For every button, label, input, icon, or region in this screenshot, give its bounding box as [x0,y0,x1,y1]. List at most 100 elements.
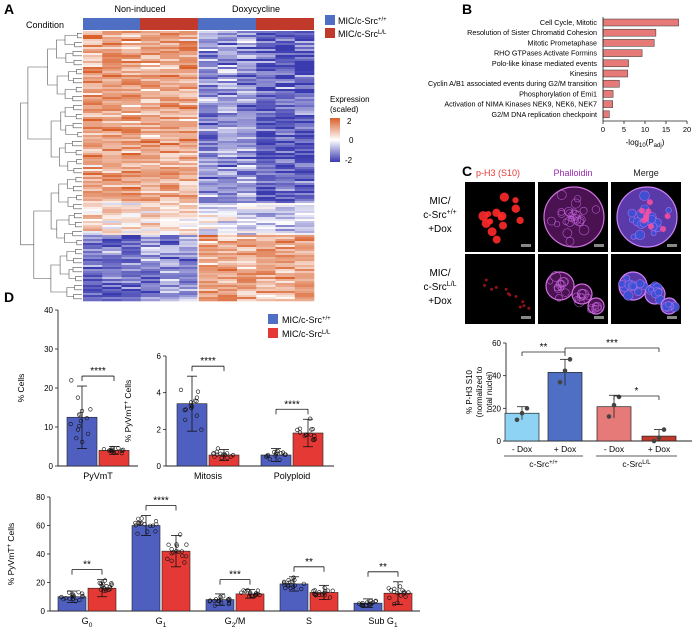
heatmap-cell [294,155,315,158]
heatmap-cell [102,243,122,246]
cell-outline [576,218,584,226]
heatmap-cell [217,37,238,40]
heatmap-cell [102,69,122,72]
cell-outline [570,198,581,209]
heatmap-cell [294,63,315,66]
heatmap-cell [121,119,142,122]
heatmap-cell [217,155,238,158]
heatmap-cell [121,293,142,296]
x-label-part: ) [662,138,665,147]
heatmap-cell [198,227,219,230]
heatmap-cell [275,71,296,74]
heatmap-cell [102,219,122,222]
heatmap-cell [102,153,122,156]
heatmap-cell [121,217,142,220]
heatmap-cell [121,53,142,56]
heatmap-cell [140,87,161,90]
heatmap-cell [198,143,219,146]
heatmap-cell [237,201,257,204]
heatmap-cell [102,227,122,230]
heatmap-cell [83,225,103,228]
heatmap-cell [83,121,103,124]
dendrogram-branch [76,69,82,75]
heatmap-cell [217,159,238,162]
heatmap-cell [140,223,161,226]
data-point [195,389,201,394]
y-label-part: % Cells [16,374,26,403]
heatmap-cell [237,115,257,118]
heatmap-cell [160,183,180,186]
heatmap-cell [217,167,238,170]
data-point [136,520,141,525]
heatmap-cell [102,187,122,190]
heatmap-cell [102,109,122,112]
heatmap-cell [217,275,238,278]
dendrogram-branch [72,141,82,147]
heatmap-cell [140,35,161,38]
dendrogram-branch [72,231,82,237]
heatmap-cell [237,103,257,106]
heatmap-cell [256,47,276,50]
heatmap-cell [275,173,296,176]
heatmap-cell [294,71,315,74]
y-tick-label: 20 [36,579,45,588]
heatmap-cell [256,227,276,230]
x-tick-label: 0 [601,125,605,134]
data-point [109,581,114,586]
cell-outline [572,292,581,301]
heatmap-cell [294,41,315,44]
cell-outline [565,237,575,246]
heatmap-cell [198,275,219,278]
heatmap-cell [160,121,180,124]
heatmap-cell [102,235,122,238]
heatmap-cell [256,183,276,186]
heatmap-cell [256,199,276,202]
heatmap-cell [83,79,103,82]
heatmap-cell [237,61,257,64]
heatmap-cell [217,183,238,186]
heatmap-cell [237,131,257,134]
heatmap-cell [179,127,199,130]
microscopy-grid: p-H3 (S10) Phalloidin MergeMIC/c-Src+/++Do… [423,168,681,324]
heatmap-cell [294,251,315,254]
dendrogram-branch [72,123,82,129]
heatmap-cell [256,211,276,214]
heatmap-cell [217,227,238,230]
heatmap-cell [256,163,276,166]
heatmap-cell [217,147,238,150]
heatmap-cell [198,193,219,196]
heatmap-cell [102,59,122,62]
heatmap-cell [121,33,142,36]
heatmap-cell [140,209,161,212]
data-point [279,451,284,456]
heatmap-cell [198,127,219,130]
heatmap-cell [294,105,315,108]
dendrogram-branch [73,186,82,192]
heatmap-cell [198,221,219,224]
heatmap-cell [217,297,238,300]
heatmap-cell [294,171,315,174]
heatmap-cell [198,197,219,200]
heatmap-cell [160,117,180,120]
heatmap-cell [275,89,296,92]
heatmap-cell [256,293,276,296]
heatmap-cell [217,225,238,228]
heatmap-cell [198,99,219,102]
heatmap-cell [275,279,296,282]
heatmap-cell [102,119,122,122]
heatmap-cell [160,247,180,250]
heatmap-cell [217,241,238,244]
heatmap-cell [217,143,238,146]
heatmap-cell [237,111,257,114]
cell-outline [591,302,600,310]
heatmap-cell [294,59,315,62]
data-point [313,592,318,597]
heatmap-cell [294,249,315,252]
heatmap-cell [179,99,199,102]
heatmap-cell [198,83,219,86]
heatmap-cell [198,223,219,226]
heatmap-cell [160,83,180,86]
heatmap-cell [102,199,122,202]
heatmap-cell [237,89,257,92]
heatmap-cell [275,253,296,256]
